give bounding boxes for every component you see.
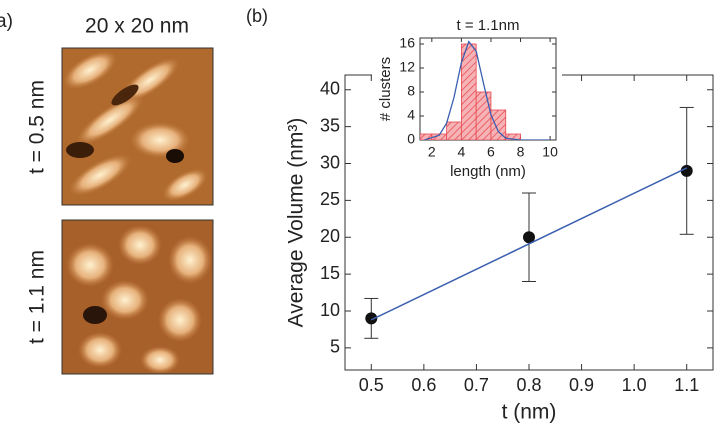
- bars: [420, 40, 551, 140]
- data-point: [680, 164, 693, 177]
- bar: [460, 43, 477, 140]
- data-point: [365, 312, 378, 325]
- afm-image: [61, 219, 214, 375]
- fit-curve: [424, 40, 551, 140]
- x-tick-label: 0.7: [464, 375, 489, 395]
- afm-image: [61, 47, 214, 206]
- y-tick-label: 40: [320, 79, 340, 99]
- fit-line: [370, 167, 688, 321]
- y-tick-label: 4: [407, 107, 415, 123]
- y-tick-label: 35: [320, 115, 340, 135]
- x-tick-label: 2: [428, 143, 436, 159]
- inset-title: t = 1.1nm: [457, 17, 520, 34]
- x-tick-label: 0.6: [411, 375, 436, 395]
- x-tick-label: 10: [542, 143, 558, 159]
- bar: [505, 133, 521, 140]
- bar: [475, 91, 492, 140]
- y-tick-label: 0: [407, 131, 415, 147]
- x-tick-label: 1.0: [622, 375, 647, 395]
- y-tick-label: 5: [330, 337, 340, 357]
- y-tick-label: 20: [320, 226, 340, 246]
- x-tick-label: 4: [457, 143, 465, 159]
- x-tick-label: 8: [517, 143, 525, 159]
- y-tick-label: 15: [320, 263, 340, 283]
- x-axis-title: t (nm): [502, 401, 557, 424]
- panel-label: (b): [246, 6, 268, 26]
- bar: [490, 109, 507, 140]
- y-tick-label: 16: [399, 35, 415, 51]
- panel-label: a): [0, 11, 13, 32]
- scale-label: 20 x 20 nm: [85, 15, 189, 38]
- y-tick-label: 10: [320, 300, 340, 320]
- data-point: [523, 231, 535, 244]
- x-tick-label: 1.1: [674, 375, 699, 395]
- bar: [446, 121, 462, 140]
- y-axis-title: Average Volume (nm³): [285, 118, 308, 328]
- y-tick-label: 8: [407, 83, 415, 99]
- inset-y-title: # clusters: [377, 57, 394, 121]
- row-label: t = 0.5 nm: [26, 80, 49, 174]
- x-tick-label: 6: [487, 143, 495, 159]
- inset-x-title: length (nm): [450, 163, 526, 180]
- x-tick-label: 0.5: [359, 375, 384, 395]
- row-label: t = 1.1 nm: [26, 250, 49, 344]
- y-tick-label: 25: [320, 189, 340, 209]
- x-tick-label: 0.8: [516, 375, 541, 395]
- inset-chart: 2 4 6 8 10 0 4 8 12 16 t = 1.1nm length (nm) # clust…: [372, 8, 562, 188]
- y-tick-label: 30: [320, 152, 340, 172]
- x-tick-label: 0.9: [569, 375, 594, 395]
- y-tick-label: 12: [399, 59, 415, 75]
